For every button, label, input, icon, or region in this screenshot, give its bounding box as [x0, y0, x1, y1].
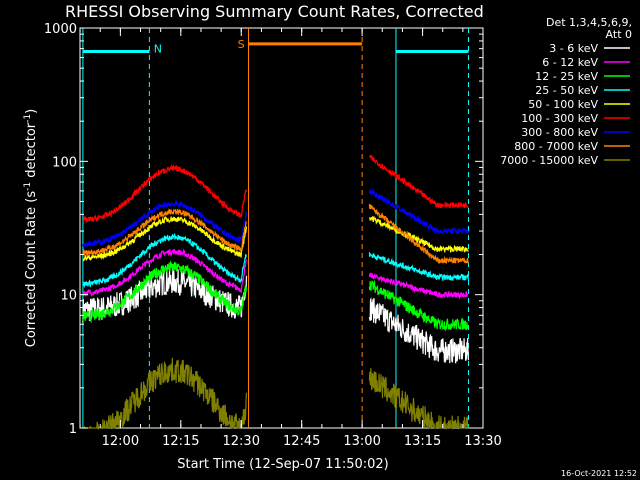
- series-line-post-4: [368, 215, 469, 254]
- series-line-pre-6: [82, 200, 248, 248]
- legend-label-1: 6 - 12 keV: [542, 56, 598, 69]
- series-line-post-0: [368, 297, 469, 364]
- plot-timestamp: 16-Oct-2021 12:52: [561, 469, 637, 478]
- series-line-post-8: [368, 368, 469, 431]
- x-tick-label-0: 12:00: [102, 434, 139, 449]
- series-line-post-2: [368, 279, 469, 332]
- series-line-pre-3: [82, 232, 248, 289]
- y-axis-label: Corrected Count Rate (s-1 detector-1): [23, 109, 39, 347]
- y-tick-label-1: 10: [60, 289, 77, 304]
- series-line-pre-8: [82, 357, 248, 431]
- legend-label-4: 50 - 100 keV: [528, 98, 598, 111]
- series-line-post-3: [368, 252, 469, 282]
- series-line-post-7: [368, 203, 469, 265]
- saa-marker-label: S: [238, 38, 245, 51]
- legend-header-1: Att 0: [606, 28, 632, 41]
- legend-label-3: 25 - 50 keV: [535, 84, 598, 97]
- series-line-pre-5: [82, 164, 248, 224]
- night-marker-label: N: [154, 43, 162, 56]
- x-tick-label-4: 13:00: [343, 434, 380, 449]
- series-line-post-6: [368, 189, 469, 236]
- axis-layer: 12:00 12:15 12:30 12:45 13:00 13:15 13:30 1 10 10…: [44, 22, 502, 449]
- y-tick-label-3: 1000: [44, 22, 77, 37]
- series-layer: [82, 154, 469, 431]
- y-tick-label-2: 100: [52, 155, 77, 170]
- x-tick-label-2: 12:30: [223, 434, 260, 449]
- x-tick-label-1: 12:15: [162, 434, 199, 449]
- series-line-post-1: [368, 272, 469, 300]
- series-line-post-5: [368, 154, 469, 210]
- series-line-pre-1: [82, 248, 248, 298]
- x-tick-label-3: 12:45: [283, 434, 320, 449]
- x-tick-label-6: 13:30: [464, 434, 501, 449]
- x-tick-label-5: 13:15: [404, 434, 441, 449]
- series-line-pre-2: [82, 260, 248, 324]
- legend-label-8: 7000 - 15000 keV: [500, 154, 598, 167]
- legend-label-6: 300 - 800 keV: [521, 126, 598, 139]
- legend-label-7: 800 - 7000 keV: [514, 140, 598, 153]
- legend-label-5: 100 - 300 keV: [521, 112, 598, 125]
- legend-label-2: 12 - 25 keV: [535, 70, 598, 83]
- legend-label-0: 3 - 6 keV: [549, 42, 598, 55]
- chart-title: RHESSI Observing Summary Count Rates, Co…: [65, 2, 484, 21]
- y-tick-label-0: 1: [69, 422, 77, 437]
- legend-header-0: Det 1,3,4,5,6,9,: [546, 16, 632, 29]
- x-axis-label: Start Time (12-Sep-07 11:50:02): [177, 457, 388, 472]
- series-line-pre-7: [82, 208, 248, 257]
- series-line-pre-4: [82, 216, 248, 262]
